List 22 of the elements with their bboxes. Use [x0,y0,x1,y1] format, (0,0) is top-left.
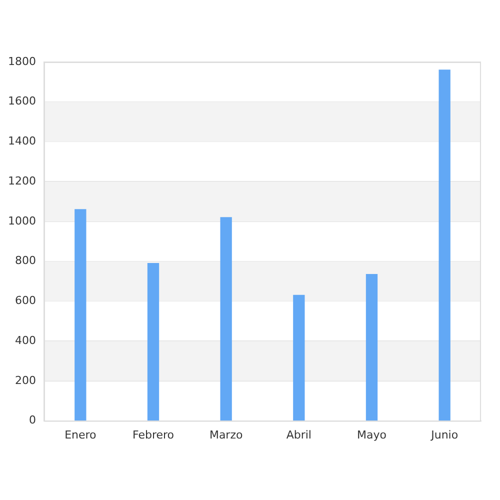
y-tick-label: 400 [14,334,36,347]
x-tick-label: Mayo [357,428,387,442]
y-tick-label: 800 [14,254,36,268]
y-tick-label: 1400 [8,134,36,148]
x-tick-label: Junio [430,428,458,442]
bar [74,209,86,421]
y-tick-label: 1800 [8,54,36,68]
bar [293,294,305,421]
y-tick-label: 1200 [8,174,36,188]
y-tick-label: 1600 [8,94,36,108]
bar [147,262,160,421]
y-tick-label: 200 [14,374,36,387]
y-tick-label: 0 [28,414,36,427]
y-tick-label: 1000 [8,214,36,228]
y-tick-label: 600 [14,294,36,308]
x-tick-label: Marzo [209,428,243,442]
x-tick-label: Abril [286,428,312,442]
x-tick-label: Febrero [132,428,174,442]
bar [366,274,378,421]
bar [438,70,450,421]
bar [220,217,232,421]
x-tick-label: Enero [64,428,97,442]
